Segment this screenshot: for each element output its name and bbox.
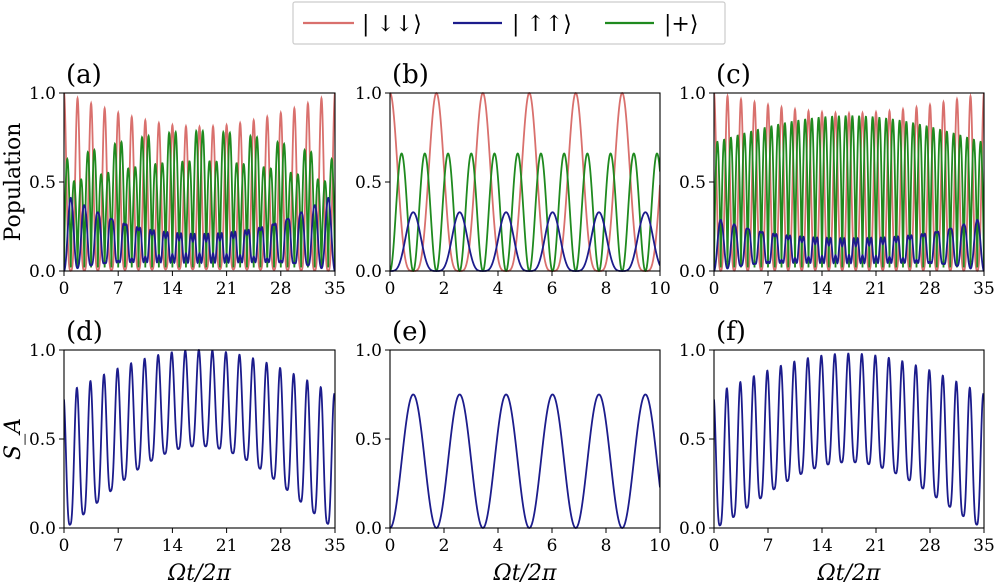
x-tick-label: 14 (162, 279, 184, 299)
y-tick-label: 0.5 (29, 430, 56, 450)
x-tick-label: 4 (493, 279, 504, 299)
y-tick-label: 0.5 (355, 430, 382, 450)
axes-frame-4 (389, 349, 661, 529)
x-axis-label: Ωt/2π (167, 561, 231, 586)
x-tick-label: 0 (59, 536, 70, 556)
x-tick-label: 35 (973, 279, 995, 299)
x-tick-label: 0 (709, 279, 720, 299)
x-tick-label: 14 (162, 536, 184, 556)
x-tick-label: 0 (385, 536, 396, 556)
x-tick-label: 6 (547, 279, 558, 299)
x-tick-label: 8 (601, 536, 612, 556)
x-tick-label: 8 (601, 279, 612, 299)
x-tick-label: 21 (216, 279, 238, 299)
y-axis-label: Population (1, 123, 26, 242)
y-tick-label: 1.0 (679, 341, 706, 361)
y-tick-label: 0.0 (355, 262, 382, 282)
x-tick-label: 35 (973, 536, 995, 556)
panel-2: 0 7 14 21 28 35 0.0 0.5 1.0 (c) (679, 60, 995, 299)
panel-0: 0 7 14 21 28 35 0.0 0.5 1.0 (a) Population (1, 60, 346, 299)
y-axis-label: S_A (1, 418, 26, 460)
panel-label: (c) (716, 60, 751, 90)
y-tick-label: 0.0 (679, 262, 706, 282)
x-tick-label: 21 (216, 536, 238, 556)
panel-label: (f) (716, 317, 746, 347)
x-tick-label: 28 (919, 536, 941, 556)
series-line-3-0 (64, 349, 335, 526)
y-tick-label: 0.5 (679, 430, 706, 450)
series-line-2-2 (714, 218, 984, 272)
legend-label-1: | ↑↑⟩ (512, 12, 572, 37)
panel-label: (a) (66, 60, 102, 90)
x-tick-label: 6 (547, 536, 558, 556)
legend: | ↓↓⟩ | ↑↑⟩ |+⟩ (292, 1, 726, 45)
x-tick-label: 21 (865, 536, 887, 556)
x-tick-label: 10 (649, 279, 671, 299)
x-tick-label: 0 (385, 279, 396, 299)
y-tick-label: 0.5 (29, 173, 56, 193)
y-tick-label: 0.0 (355, 519, 382, 539)
series-line-2-1 (714, 115, 984, 268)
x-tick-label: 4 (493, 536, 504, 556)
panel-1: 0 2 4 6 8 10 0.0 0.5 1.0 (b) (355, 60, 671, 299)
x-tick-label: 7 (113, 279, 124, 299)
panel-4: 0 2 4 6 8 10 0.0 0.5 1.0 (e) Ωt/2π (355, 317, 671, 586)
x-axis-label: Ωt/2π (817, 561, 881, 586)
x-tick-label: 35 (324, 536, 346, 556)
y-tick-label: 1.0 (679, 84, 706, 104)
series-line-5-0 (714, 352, 984, 527)
x-tick-label: 14 (811, 279, 833, 299)
series-line-0-2 (64, 196, 335, 272)
x-tick-label: 28 (270, 279, 292, 299)
y-tick-label: 1.0 (355, 341, 382, 361)
x-axis-label: Ωt/2π (493, 561, 557, 586)
x-tick-label: 28 (919, 279, 941, 299)
panel-label: (b) (392, 60, 429, 90)
x-tick-label: 14 (811, 536, 833, 556)
panel-label: (d) (66, 317, 103, 347)
series-line-0-0 (64, 92, 335, 272)
legend-label-2: |+⟩ (664, 12, 698, 37)
x-tick-label: 7 (763, 536, 774, 556)
series-line-1-1 (390, 152, 660, 272)
series-line-0-1 (64, 128, 335, 268)
panel-5: 0 7 14 21 28 35 0.0 0.5 1.0 (f) Ωt/2π (679, 317, 995, 586)
x-tick-label: 0 (709, 536, 720, 556)
y-tick-label: 0.0 (29, 519, 56, 539)
x-tick-label: 28 (270, 536, 292, 556)
x-tick-label: 7 (763, 279, 774, 299)
x-tick-label: 35 (324, 279, 346, 299)
y-tick-label: 0.0 (679, 519, 706, 539)
series-line-2-0 (714, 92, 984, 272)
x-tick-label: 2 (439, 536, 450, 556)
x-tick-label: 2 (439, 279, 450, 299)
y-tick-label: 0.5 (679, 173, 706, 193)
series-line-4-0 (390, 393, 660, 529)
y-tick-label: 1.0 (29, 341, 56, 361)
legend-label-0: | ↓↓⟩ (362, 12, 422, 37)
x-tick-label: 21 (865, 279, 887, 299)
x-tick-label: 7 (113, 536, 124, 556)
series-line-1-0 (390, 92, 660, 272)
y-tick-label: 1.0 (29, 84, 56, 104)
legend-frame (292, 1, 726, 45)
y-tick-label: 1.0 (355, 84, 382, 104)
x-tick-label: 0 (59, 279, 70, 299)
panel-3: 0 7 14 21 28 35 0.0 0.5 1.0 (d) Ωt/2π S_A (1, 317, 346, 586)
panel-label: (e) (392, 317, 428, 347)
y-tick-label: 0.5 (355, 173, 382, 193)
x-tick-label: 10 (649, 536, 671, 556)
y-tick-label: 0.0 (29, 262, 56, 282)
